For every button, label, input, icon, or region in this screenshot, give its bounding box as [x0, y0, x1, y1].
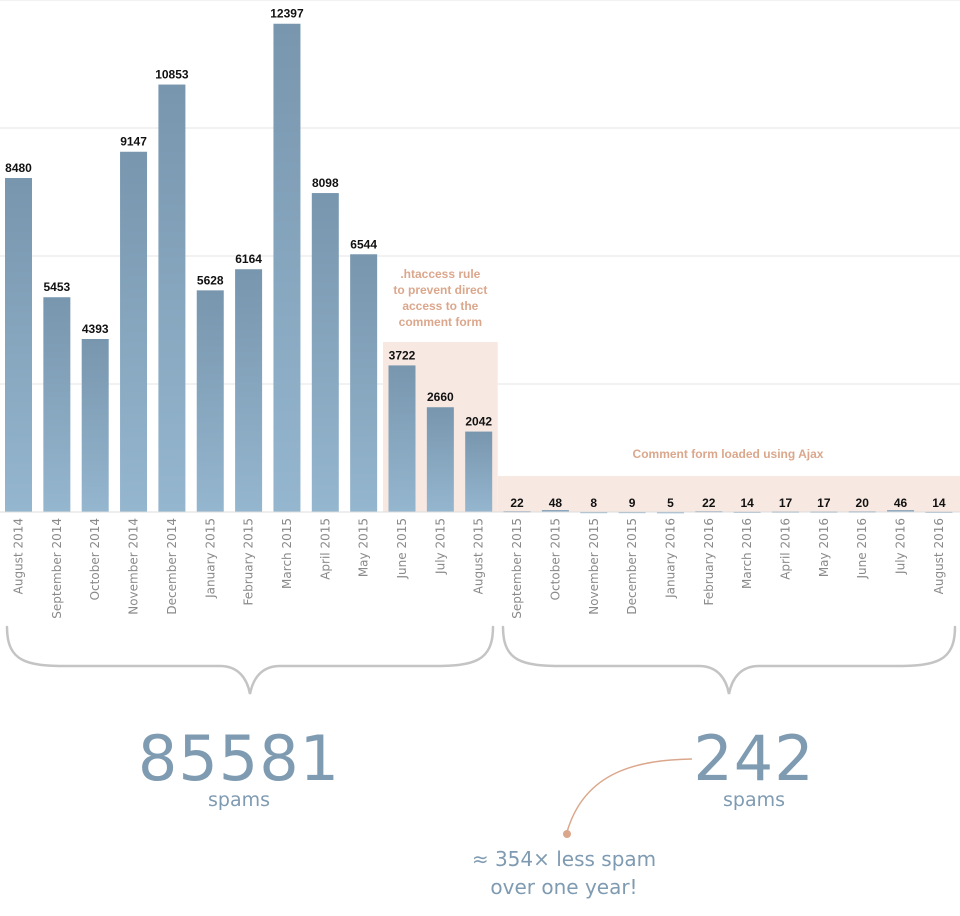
x-tick-label-13: September 2015 [510, 518, 524, 619]
annotation-ajax-label: Comment form loaded using Ajax [633, 447, 824, 461]
x-tick-label-10: June 2015 [395, 518, 409, 580]
x-tick-label-23: July 2016 [894, 518, 908, 575]
x-tick-label-21: May 2016 [817, 518, 831, 577]
bar-2 [81, 338, 109, 512]
period1-total: 85581 spams [114, 722, 364, 811]
bar-6 [235, 269, 263, 512]
bar-8 [311, 193, 339, 512]
period1-total-value: 85581 [137, 722, 341, 795]
x-tick-label-2: October 2014 [88, 518, 102, 600]
bar-10 [388, 365, 416, 512]
comparison-line-1: ≈ 354× less spam [471, 847, 657, 871]
value-label-14: 48 [549, 496, 563, 510]
period2-total-unit: spams [722, 789, 785, 811]
x-tick-label-6: February 2015 [242, 518, 256, 606]
x-tick-label-8: April 2015 [318, 518, 332, 580]
x-tick-label-11: July 2015 [433, 518, 447, 575]
period1-total-unit: spams [207, 789, 270, 811]
brace-period2 [501, 625, 957, 695]
bar-14 [541, 510, 569, 512]
value-label-8: 8098 [312, 176, 339, 190]
bar-9 [350, 254, 378, 512]
x-tick-label-3: November 2014 [127, 518, 141, 615]
value-label-1: 5453 [43, 280, 70, 294]
x-tick-label-17: January 2016 [663, 518, 677, 599]
bar-12 [465, 431, 493, 512]
value-label-6: 6164 [235, 252, 262, 266]
value-label-16: 9 [629, 496, 636, 510]
x-tick-label-15: November 2015 [587, 518, 601, 615]
value-label-7: 12397 [270, 7, 304, 21]
bar-7 [273, 23, 301, 512]
annotation-htaccess-line-1: .htaccess rule [400, 267, 480, 281]
value-label-13: 22 [510, 496, 524, 510]
annotation-htaccess-line-4: comment form [399, 315, 482, 329]
x-tick-label-16: December 2015 [625, 518, 639, 615]
annotation-htaccess-label: .htaccess rule to prevent direct access to… [393, 267, 487, 329]
x-tick-label-0: August 2014 [12, 518, 26, 594]
bar-17 [656, 511, 684, 514]
value-label-22: 20 [856, 496, 870, 510]
value-label-11: 2660 [427, 390, 454, 404]
value-label-3: 9147 [120, 135, 147, 149]
x-tick-label-5: January 2015 [203, 518, 217, 599]
value-label-12: 2042 [465, 415, 492, 429]
comparison-line-2: over one year! [490, 875, 638, 899]
value-label-19: 14 [740, 496, 754, 510]
value-label-23: 46 [894, 496, 908, 510]
x-tick-label-18: February 2016 [702, 518, 716, 606]
annotation-htaccess-line-3: access to the [402, 299, 478, 313]
bar-1 [43, 297, 71, 512]
bar-0 [5, 178, 32, 512]
period2-total-value: 242 [693, 722, 815, 795]
annotation-highlight-ajax [497, 476, 960, 512]
x-tick-label-12: August 2015 [472, 518, 486, 594]
comparison-connector-line [566, 758, 693, 833]
value-label-21: 17 [817, 496, 831, 510]
value-label-10: 3722 [389, 348, 416, 362]
bar-4 [158, 84, 186, 512]
x-tick-label-22: June 2016 [855, 518, 869, 580]
value-label-9: 6544 [350, 237, 377, 251]
x-tick-label-1: September 2014 [50, 518, 64, 619]
value-label-5: 5628 [197, 273, 224, 287]
comparison-note: ≈ 354× less spam over one year! [434, 845, 694, 901]
value-label-18: 22 [702, 496, 716, 510]
bar-23 [887, 510, 915, 512]
period2-total: 242 spams [634, 722, 874, 811]
value-label-17: 5 [667, 496, 674, 510]
x-tick-label-9: May 2015 [357, 518, 371, 577]
annotation-htaccess-line-2: to prevent direct [393, 283, 487, 297]
x-tick-label-7: March 2015 [280, 518, 294, 589]
x-tick-label-19: March 2016 [740, 518, 754, 589]
bar-5 [196, 290, 224, 512]
value-label-2: 4393 [82, 322, 109, 336]
value-label-4: 10853 [155, 68, 189, 82]
x-tick-label-14: October 2015 [548, 518, 562, 600]
value-label-20: 17 [779, 496, 793, 510]
x-tick-label-20: April 2016 [779, 518, 793, 580]
comparison-connector-dot [563, 830, 571, 838]
value-label-15: 8 [590, 496, 597, 510]
brace-period1 [5, 625, 495, 695]
x-tick-label-4: December 2014 [165, 518, 179, 615]
bar-3 [120, 151, 148, 513]
bar-11 [426, 407, 454, 512]
value-label-24: 14 [932, 496, 946, 510]
x-tick-label-24: August 2016 [932, 518, 946, 594]
value-label-0: 8480 [5, 161, 32, 175]
